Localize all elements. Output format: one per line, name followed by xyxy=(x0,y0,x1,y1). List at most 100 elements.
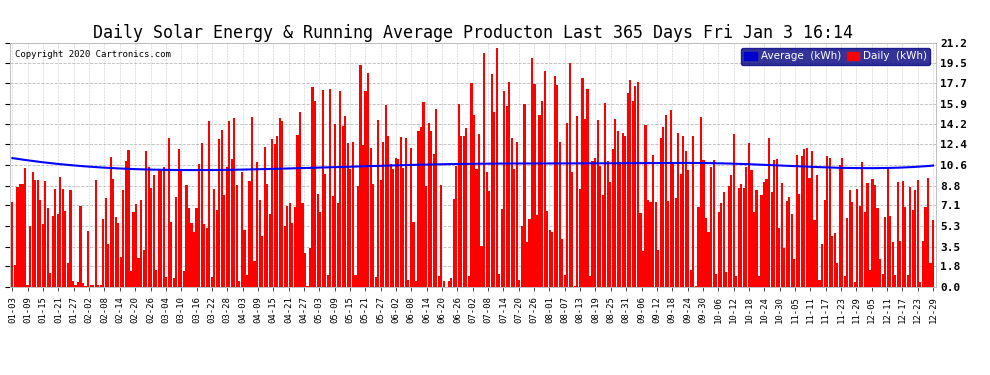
Bar xyxy=(22,184,24,287)
Bar xyxy=(14,265,16,287)
Bar xyxy=(871,179,873,287)
Bar xyxy=(690,270,692,287)
Bar xyxy=(786,201,788,287)
Bar xyxy=(768,138,770,287)
Bar xyxy=(294,207,296,287)
Bar xyxy=(591,161,594,287)
Bar xyxy=(496,48,498,287)
Bar xyxy=(563,275,566,287)
Bar xyxy=(493,112,495,287)
Bar xyxy=(635,86,637,287)
Bar xyxy=(483,53,485,287)
Bar xyxy=(180,169,182,287)
Bar xyxy=(374,277,376,287)
Bar xyxy=(843,276,845,287)
Bar xyxy=(312,87,314,287)
Bar xyxy=(261,236,263,287)
Bar xyxy=(430,131,433,287)
Bar xyxy=(858,206,861,287)
Bar xyxy=(864,212,866,287)
Bar xyxy=(503,91,505,287)
Bar xyxy=(319,212,321,287)
Bar xyxy=(824,200,826,287)
Bar xyxy=(506,106,508,287)
Bar xyxy=(152,175,154,287)
Bar xyxy=(846,218,848,287)
Bar xyxy=(745,166,747,287)
Bar xyxy=(922,241,924,287)
Bar xyxy=(364,91,366,287)
Bar xyxy=(853,282,856,287)
Bar xyxy=(925,207,927,287)
Bar xyxy=(428,123,430,287)
Bar xyxy=(742,188,744,287)
Bar xyxy=(803,149,806,287)
Bar xyxy=(778,228,780,287)
Bar xyxy=(713,160,715,287)
Bar xyxy=(271,139,273,287)
Bar xyxy=(548,230,550,287)
Bar xyxy=(455,166,457,287)
Bar xyxy=(221,130,223,287)
Bar xyxy=(281,121,283,287)
Bar xyxy=(226,167,228,287)
Bar xyxy=(586,89,589,287)
Bar xyxy=(244,230,246,287)
Bar xyxy=(447,281,449,287)
Bar xyxy=(125,161,127,287)
Bar xyxy=(915,190,917,287)
Bar xyxy=(241,172,243,287)
Bar xyxy=(213,189,215,287)
Bar xyxy=(649,202,651,287)
Bar xyxy=(155,270,157,287)
Bar xyxy=(27,285,29,287)
Bar xyxy=(561,239,563,287)
Bar xyxy=(216,210,218,287)
Bar xyxy=(529,219,531,287)
Bar xyxy=(889,216,891,287)
Bar xyxy=(301,203,304,287)
Bar xyxy=(367,72,369,287)
Bar xyxy=(322,90,324,287)
Bar xyxy=(460,136,462,287)
Bar xyxy=(24,168,26,287)
Bar xyxy=(17,187,19,287)
Bar xyxy=(584,119,586,287)
Bar xyxy=(758,276,760,287)
Bar xyxy=(801,156,803,287)
Bar xyxy=(397,159,399,287)
Bar xyxy=(622,134,624,287)
Bar xyxy=(695,286,697,287)
Bar xyxy=(273,144,276,287)
Bar xyxy=(47,208,49,287)
Bar xyxy=(385,105,387,287)
Bar xyxy=(307,286,309,287)
Bar xyxy=(211,277,213,287)
Bar xyxy=(814,219,816,287)
Bar xyxy=(452,199,454,287)
Bar xyxy=(162,167,164,287)
Bar xyxy=(329,89,332,287)
Bar xyxy=(826,156,829,287)
Bar xyxy=(874,185,876,287)
Bar xyxy=(115,217,117,287)
Bar xyxy=(223,195,226,287)
Bar xyxy=(642,251,644,287)
Bar xyxy=(377,120,379,287)
Bar xyxy=(61,189,64,287)
Bar xyxy=(284,226,286,287)
Bar xyxy=(135,204,137,287)
Bar xyxy=(465,128,467,287)
Bar xyxy=(165,277,167,287)
Bar xyxy=(556,85,558,287)
Bar xyxy=(173,279,175,287)
Bar xyxy=(246,275,248,287)
Bar xyxy=(511,138,513,287)
Bar xyxy=(773,160,775,287)
Bar xyxy=(720,203,723,287)
Bar xyxy=(279,118,281,287)
Bar xyxy=(198,164,200,287)
Bar xyxy=(11,202,14,287)
Bar xyxy=(117,223,120,287)
Bar xyxy=(443,281,445,287)
